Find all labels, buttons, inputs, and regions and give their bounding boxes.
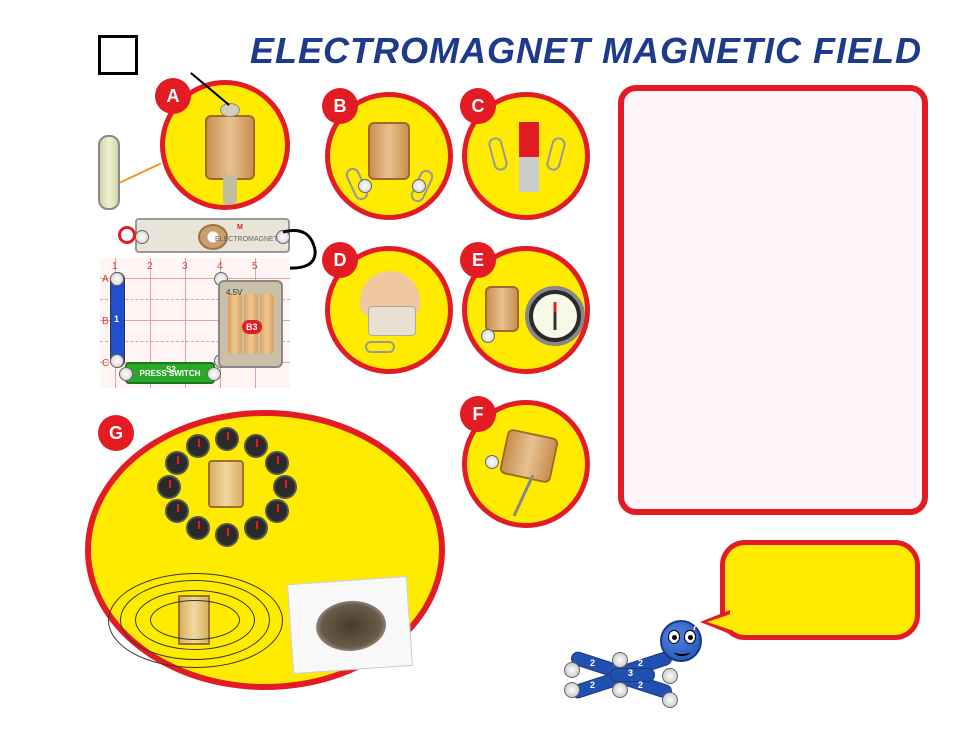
em-code: M — [237, 224, 243, 231]
row-a: A — [102, 274, 109, 285]
bubble-d-label: D — [322, 242, 358, 278]
center-coil — [208, 460, 244, 508]
mini-compass — [215, 427, 239, 451]
red-wire-end — [118, 226, 136, 244]
limb-num-4: 2 — [590, 680, 595, 690]
wire-num: 1 — [114, 314, 119, 324]
iron-filings-photo — [287, 576, 413, 674]
row-b: B — [102, 316, 109, 327]
mini-compass — [244, 516, 268, 540]
bubble-c-label: C — [460, 88, 496, 124]
electromagnet-module: M ELECTROMAGNET — [135, 218, 290, 253]
battery-label: B3 — [242, 320, 262, 334]
mini-compass — [165, 451, 189, 475]
snappy-character: 2 2 3 2 2 7 — [560, 620, 720, 710]
bubble-e-label: E — [460, 242, 496, 278]
em-label: ELECTROMAGNET — [215, 236, 278, 243]
iron-core-rod — [98, 135, 120, 210]
col-5: 5 — [252, 261, 258, 272]
mini-compass — [265, 499, 289, 523]
battery-holder: B3 4.5V — [218, 280, 283, 368]
limb-num-5: 2 — [638, 680, 643, 690]
mini-compass — [215, 523, 239, 547]
limb-num-2: 2 — [638, 658, 643, 668]
col-2: 2 — [147, 261, 153, 272]
col-3: 3 — [182, 261, 188, 272]
head-num: 7 — [692, 622, 698, 633]
page-title: ELECTROMAGNET MAGNETIC FIELD — [250, 30, 922, 72]
field-lines-diagram — [120, 565, 270, 675]
col-4: 4 — [217, 261, 223, 272]
limb-num-3: 3 — [628, 668, 633, 678]
mini-compass — [186, 516, 210, 540]
col-1: 1 — [112, 261, 118, 272]
info-panel — [618, 85, 928, 515]
battery-volt: 4.5V — [226, 288, 242, 297]
mini-compass — [265, 451, 289, 475]
limb-num-1: 2 — [590, 658, 595, 668]
page-number-box — [98, 35, 138, 75]
mini-compass — [165, 499, 189, 523]
callout-line — [120, 163, 162, 184]
mini-compass — [273, 475, 297, 499]
bubble-a-label: A — [155, 78, 191, 114]
bubble-f-label: F — [460, 396, 496, 432]
bubble-g-label: G — [98, 415, 134, 451]
bubble-b-label: B — [322, 88, 358, 124]
speech-bubble — [720, 540, 920, 640]
row-c: C — [102, 358, 109, 369]
mini-compass — [186, 434, 210, 458]
mini-compass — [157, 475, 181, 499]
switch-code: S2 — [166, 365, 176, 374]
mini-compass — [244, 434, 268, 458]
